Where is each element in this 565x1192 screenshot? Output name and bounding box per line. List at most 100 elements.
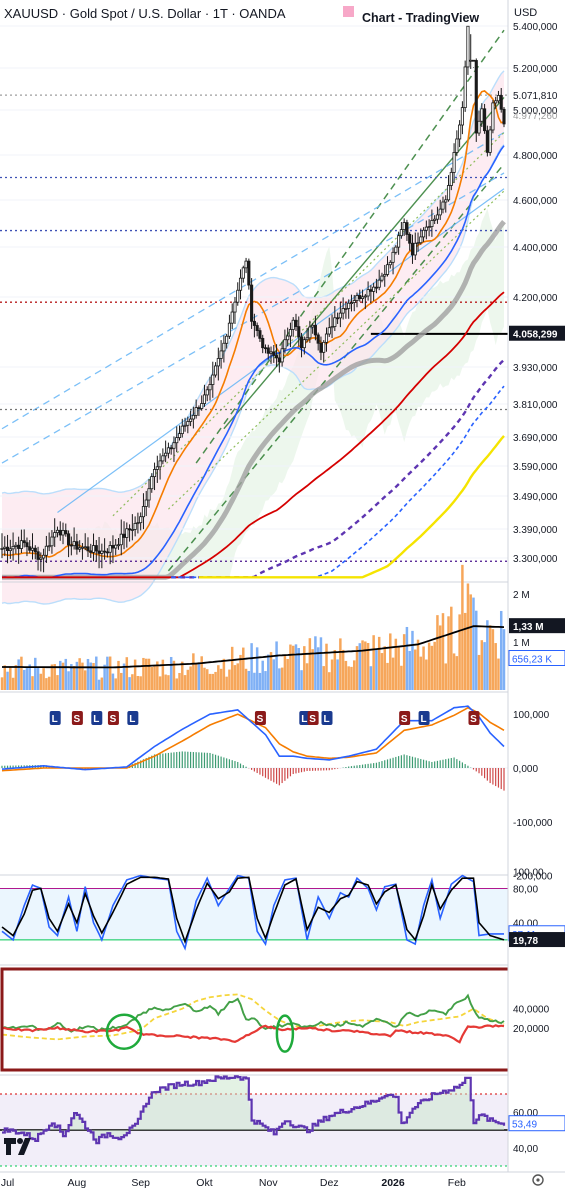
signal-marker-L: L [49, 711, 61, 725]
volume-bar [444, 663, 447, 690]
source-label: Chart - TradingView [362, 11, 479, 25]
crossover-circle [105, 1013, 143, 1050]
candle-body [319, 342, 323, 353]
candle-body [430, 220, 434, 227]
signal-marker-bg [399, 711, 411, 725]
volume-bar [92, 663, 95, 690]
candle-body [374, 286, 378, 289]
volume-bar [39, 673, 43, 690]
settings-icon[interactable] [532, 1174, 544, 1186]
signal-marker-label: L [129, 714, 135, 725]
signal-marker-bg [418, 711, 430, 725]
candle-body [67, 533, 71, 546]
volume-bar [219, 668, 223, 690]
volume-bar [325, 643, 328, 690]
volume-tick-label: 2 M [513, 590, 530, 601]
candle-body [460, 107, 464, 126]
volume-bar [330, 659, 334, 690]
candle-body [494, 100, 498, 104]
stochastic-tick-label: 40,00 [513, 919, 538, 930]
signal-marker-label: L [323, 714, 329, 725]
volume-bar [411, 630, 414, 690]
trend-line [167, 190, 505, 510]
candle-body [47, 545, 51, 548]
volume-bar [178, 672, 181, 690]
volume-bar [480, 640, 484, 690]
candle-body [294, 319, 298, 328]
volume-bar [386, 662, 389, 690]
signal-marker-label: L [93, 714, 99, 725]
volume-bar [314, 636, 317, 690]
volume-bar [283, 655, 287, 690]
volume-bar [280, 667, 284, 690]
volume-bar [455, 656, 459, 690]
volume-bar [491, 629, 495, 690]
volume-bar [303, 646, 306, 690]
candle-body [177, 433, 182, 439]
candle-body [183, 424, 187, 427]
candle-body [175, 437, 179, 444]
volume-bar [61, 662, 65, 690]
price-axis: 5.400,000 5.200,000 5.000,000 4.800,000 4.60… [507, 0, 565, 1192]
volume-bar [53, 664, 56, 690]
volume-bar [128, 677, 131, 690]
axis-background [508, 0, 565, 1192]
candle-body [488, 129, 492, 153]
signal-marker-label: S [309, 714, 316, 725]
price-tick-label: 3.390,000 [513, 525, 558, 536]
signal-marker-bg [91, 711, 103, 725]
price-label: 5.071,810 [513, 91, 558, 102]
signal-marker-bg [71, 711, 83, 725]
price-tick-label: 5.000,000 [513, 106, 558, 117]
candle-body [252, 320, 256, 326]
volume-bar [56, 675, 59, 690]
candle-body [161, 455, 165, 462]
volume-bar [244, 668, 248, 690]
signal-marker-label: S [470, 714, 477, 725]
volume-bar [34, 657, 37, 690]
candle-body [197, 407, 201, 410]
candle-body [258, 330, 262, 339]
volume-bar [192, 653, 195, 690]
volume-bar [366, 642, 370, 690]
volume-bar [497, 658, 500, 690]
candle-body [53, 532, 57, 538]
candle-body [238, 277, 243, 291]
candle-body [458, 124, 462, 140]
candle-body [422, 229, 426, 238]
volume-bar [372, 635, 375, 690]
candle-body [158, 460, 162, 468]
signal-marker-L: L [299, 711, 311, 725]
volume-bar [311, 649, 314, 690]
candle-body [277, 357, 281, 363]
candle-body [166, 447, 170, 454]
volume-bar [438, 625, 442, 690]
price-tick-label: 3.810,000 [513, 400, 558, 411]
candle-body [61, 530, 65, 536]
signal-marker-bg [107, 711, 119, 725]
moving-average-line [1, 145, 505, 579]
volume-bar [11, 677, 15, 690]
volume-bar [391, 657, 395, 690]
price-tick-label: 5.400,000 [513, 22, 558, 33]
candle-body [103, 550, 107, 553]
volume-bar [230, 646, 234, 690]
volume-bar [319, 637, 323, 690]
candle-body [438, 208, 442, 216]
price-tick-label: 5.200,000 [513, 64, 558, 75]
candle-body [483, 108, 487, 132]
candle-body [275, 355, 279, 359]
candle-body [155, 466, 159, 470]
volume-bar [294, 644, 298, 690]
signal-marker-bg [307, 711, 319, 725]
candle-body [208, 384, 212, 391]
candle-body [380, 275, 384, 281]
volume-bar [189, 666, 192, 690]
candle-body [344, 308, 348, 310]
macd-tick-label: -200,000 [513, 872, 553, 883]
signal-marker-label: S [257, 714, 264, 725]
signal-marker-bg [49, 711, 61, 725]
rsi-tick-label: 60,00 [513, 1108, 538, 1119]
volume-bar [352, 660, 356, 690]
candle-body [474, 60, 478, 134]
